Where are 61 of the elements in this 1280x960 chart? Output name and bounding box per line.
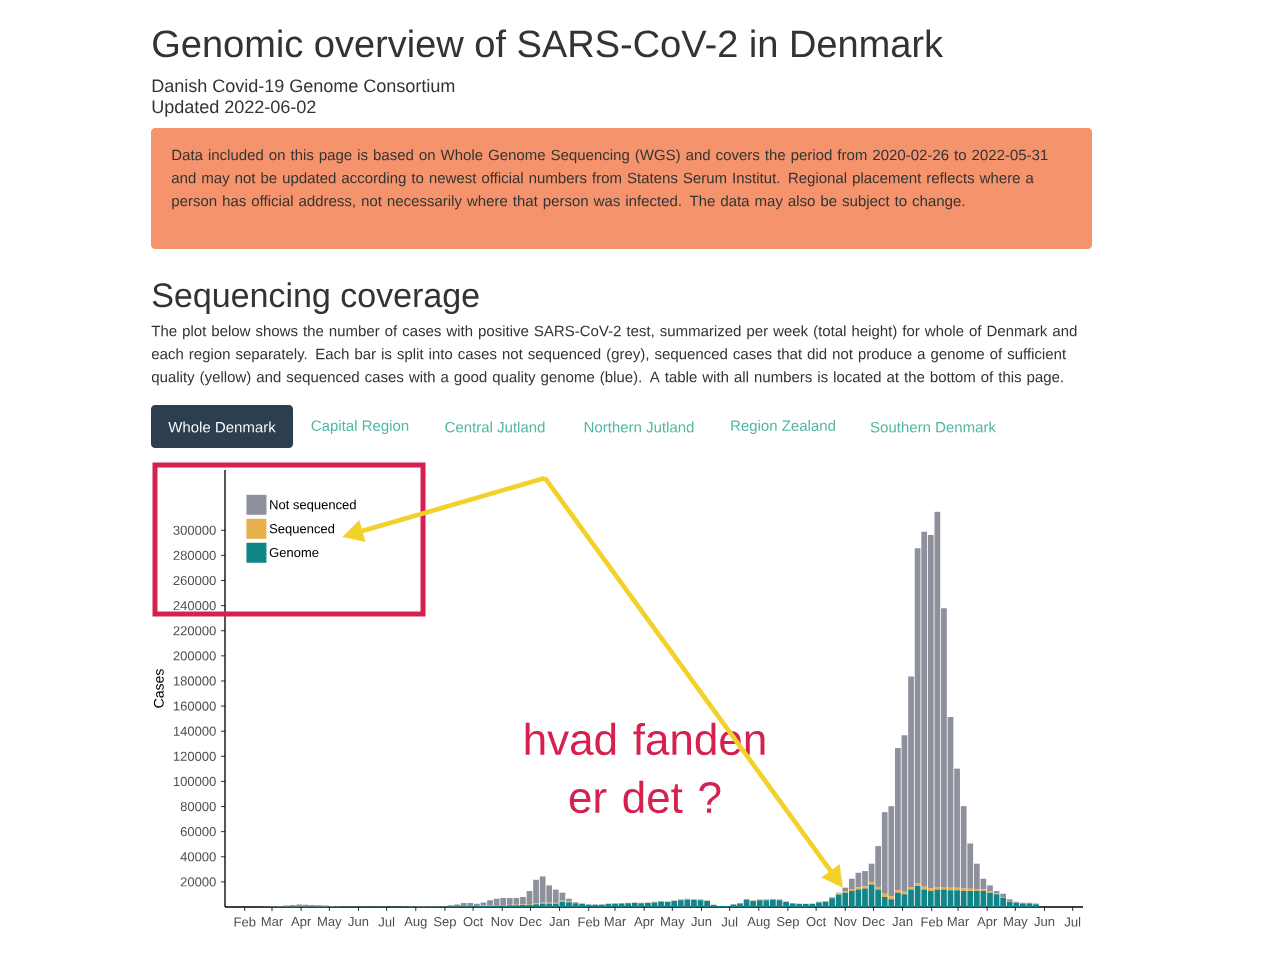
- x-tick-label: Dec: [862, 917, 885, 927]
- y-tick-label: 300000: [173, 525, 216, 535]
- x-tick-label: Oct: [806, 917, 827, 927]
- x-tick-label: Apr: [977, 917, 998, 929]
- x-tick-label: Aug: [747, 917, 770, 929]
- x-tick-label: Mar: [261, 917, 283, 927]
- x-tick-label: May: [1004, 917, 1028, 929]
- x-tick-label: Nov: [834, 917, 857, 927]
- y-tick-label: 140000: [173, 726, 216, 736]
- x-tick-label: May: [661, 917, 685, 929]
- y-tick-label: 40000: [180, 852, 216, 862]
- y-tick-label: 20000: [180, 877, 216, 887]
- x-tick-label: Apr: [634, 917, 655, 929]
- chart-subtitle: Danish Covid-19 Genome Consortium: [152, 78, 455, 93]
- chart-title: Genomic overview of SARS-CoV-2 in Denmark: [153, 29, 944, 58]
- x-tick-label: Mar: [604, 917, 626, 927]
- text: Central Jutland: [445, 421, 545, 433]
- y-tick-label: 200000: [173, 651, 216, 661]
- x-tick-label: Feb: [234, 917, 256, 927]
- y-axis-title: Cases: [153, 669, 164, 708]
- x-tick-label: Jun: [1034, 917, 1055, 927]
- text: Southern Denmark: [870, 421, 996, 433]
- x-tick-label: Jun: [691, 917, 712, 927]
- text: Sequencing coverage: [152, 282, 479, 315]
- text: Data included on this page is based on Whole Genome Sequencing (WGS) and covers the period from 2020-02-26 to 2022-05-31 and may not be updated according to newest official numbers from Statens Serum Institut. Regional placement reflects where a person has official address, not necessarily where that person was infected. The data may also be subject to change.: [171, 149, 1048, 210]
- y-tick-label: 280000: [173, 550, 216, 560]
- x-tick-label: Sep: [776, 917, 799, 929]
- x-tick-label: Jul: [721, 917, 738, 927]
- y-tick-label: 160000: [173, 701, 216, 711]
- y-tick-label: 240000: [173, 601, 216, 611]
- legend-label: Not sequenced: [270, 499, 356, 512]
- x-tick-label: Nov: [491, 917, 514, 927]
- legend-label: Sequenced: [269, 523, 335, 536]
- x-tick-label: May: [318, 917, 342, 929]
- x-tick-label: Jul: [1064, 917, 1081, 927]
- x-tick-label: Mar: [947, 917, 970, 927]
- x-tick-label: Jan: [549, 917, 570, 927]
- x-tick-label: Jun: [348, 917, 369, 927]
- y-tick-label: 80000: [180, 801, 216, 812]
- x-tick-label: Sep: [433, 917, 456, 929]
- x-tick-label: Feb: [578, 917, 600, 927]
- x-tick-label: Jul: [378, 917, 395, 927]
- y-tick-label: 220000: [173, 626, 216, 636]
- y-tick-label: 260000: [173, 575, 216, 586]
- text: Whole Denmark: [168, 421, 276, 433]
- y-tick-label: 100000: [173, 776, 216, 787]
- text: Region Zealand: [731, 420, 835, 434]
- legend-label: Genome: [269, 547, 319, 558]
- x-tick-label: Oct: [463, 917, 484, 927]
- x-tick-label: Jan: [892, 917, 913, 927]
- y-tick-label: 120000: [173, 751, 216, 761]
- y-tick-label: 60000: [180, 827, 216, 837]
- x-tick-label: Aug: [404, 917, 427, 929]
- text: The plot below shows the number of cases with positive SARS-CoV-2 test, summarized per week (total height) for whole of Denmark and each region separately. Each bar is split into cases not sequenced (grey), sequenced cases that did not produce a genome of sufficient quality (yellow) and sequenced cases with a good quality genome (blue). A table with all numbers is located at the bottom of this page.: [151, 325, 1077, 386]
- y-tick-label: 180000: [173, 676, 216, 686]
- x-tick-label: Apr: [291, 917, 312, 929]
- x-tick-label: Dec: [519, 917, 542, 927]
- x-tick-label: Feb: [921, 917, 943, 927]
- text: Capital Region: [311, 420, 409, 434]
- text: Northern Jutland: [584, 421, 694, 433]
- text: Updated 2022-06-02: [152, 99, 316, 117]
